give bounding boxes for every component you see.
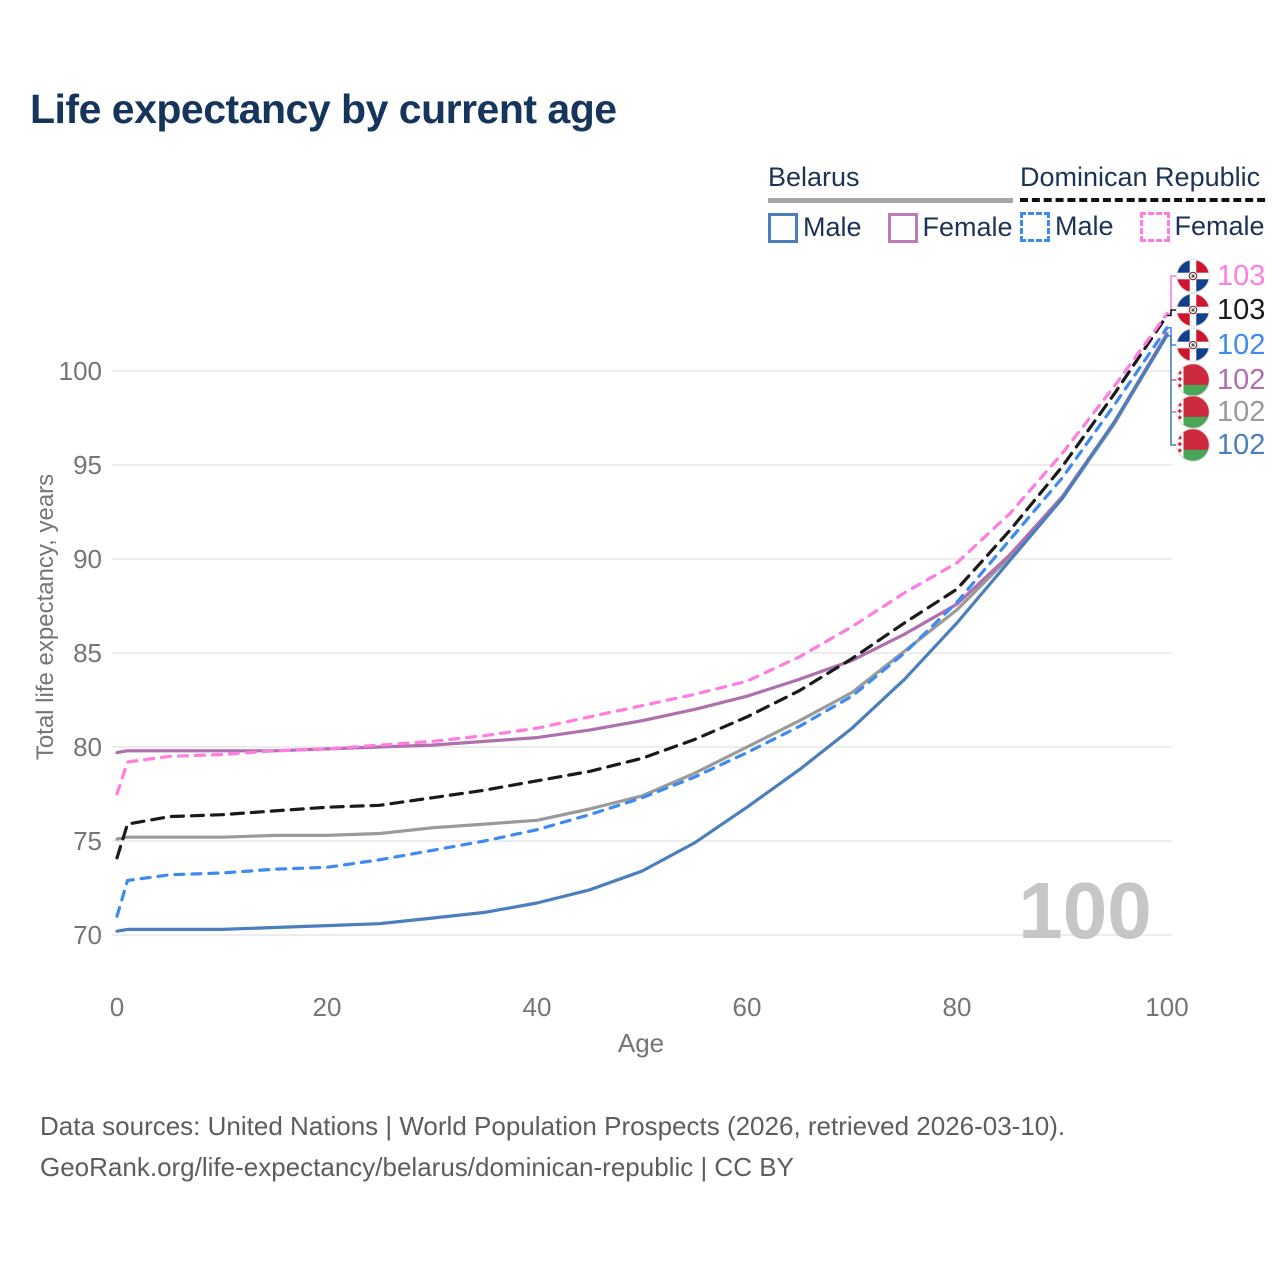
series-line-dominican-republic-total[interactable] (115, 313, 1169, 860)
end-label-row-belarus-male: 102 (1176, 428, 1265, 462)
legend-swatch-belarus-female (887, 212, 918, 243)
legend-group-dominican-republic: Dominican Republic Male Female (1020, 162, 1265, 242)
legend-label-dominican-republic-female: Female (1174, 211, 1265, 241)
legend-item-belarus-male[interactable]: Male (768, 212, 862, 243)
legend-label-dominican-republic-male: Male (1055, 211, 1114, 241)
y-tick-label: 85 (73, 638, 102, 668)
y-tick-label: 95 (73, 450, 102, 480)
end-label-row-dominican-republic-male: 102 (1176, 328, 1265, 362)
legend-header-dominican-republic: Dominican Republic (1020, 162, 1261, 192)
dominican-republic-flag-icon (1176, 328, 1210, 362)
x-tick-label: 80 (942, 992, 972, 1022)
end-label-value: 102 (1217, 396, 1266, 428)
footer-data-sources: Data sources: United Nations | World Pop… (40, 1111, 1066, 1141)
x-tick-label: 0 (109, 992, 125, 1022)
series-line-belarus-male[interactable] (115, 333, 1169, 933)
belarus-flag-icon (1176, 428, 1210, 462)
legend-swatch-dominican-republic-male (1020, 211, 1050, 242)
end-label-value: 102 (1217, 329, 1266, 361)
series-line-dominican-republic-female[interactable] (115, 312, 1169, 796)
footer-attribution: GeoRank.org/life-expectancy/belarus/domi… (40, 1152, 794, 1182)
y-tick-label: 100 (58, 356, 102, 386)
x-tick-label: 20 (312, 992, 342, 1022)
x-tick-label: 40 (522, 992, 552, 1022)
y-tick-label: 70 (73, 920, 102, 950)
dominican-republic-flag-icon (1176, 259, 1210, 293)
end-label-value: 102 (1217, 429, 1266, 461)
y-axis-title: Total life expectancy, years (32, 473, 59, 761)
end-label-row-belarus-total: 102 (1176, 395, 1265, 429)
y-tick-label: 90 (73, 544, 102, 574)
x-axis-title: Age (617, 1028, 665, 1058)
legend-item-dominican-republic-male[interactable]: Male (1020, 211, 1114, 242)
label-connector (1167, 309, 1176, 317)
x-tick-label: 60 (732, 992, 762, 1022)
end-label-value: 103 (1217, 294, 1266, 326)
dominican-republic-flag-icon (1176, 293, 1210, 327)
label-connector (1166, 334, 1176, 446)
legend-group-belarus: Belarus Male Female (768, 162, 1013, 243)
legend-swatch-dominican-republic-female (1139, 211, 1170, 242)
legend-item-dominican-republic-female[interactable]: Female (1139, 211, 1265, 242)
legend-label-belarus-male: Male (803, 212, 862, 242)
y-tick-label: 80 (73, 732, 102, 762)
end-label-row-dominican-republic-female: 103 (1176, 259, 1265, 293)
legend-underline-dashed (1020, 198, 1265, 202)
legend-label-belarus-female: Female (922, 212, 1013, 242)
legend-header-belarus: Belarus (768, 162, 860, 192)
legend-underline-solid (768, 198, 1013, 203)
end-label-value: 103 (1217, 260, 1266, 292)
legend-swatch-belarus-male (768, 212, 798, 243)
label-connector (1167, 275, 1176, 315)
legend-item-belarus-female[interactable]: Female (887, 212, 1013, 243)
x-tick-label: 100 (1145, 992, 1189, 1022)
end-label-value: 102 (1217, 364, 1266, 396)
series-line-dominican-republic-male[interactable] (115, 326, 1169, 918)
series-line-belarus-total[interactable] (115, 333, 1169, 841)
page-title: Life expectancy by current age (30, 86, 617, 132)
end-label-row-belarus-female: 102 (1176, 363, 1265, 397)
belarus-flag-icon (1176, 395, 1210, 429)
end-label-row-dominican-republic-total: 103 (1176, 293, 1265, 327)
chart-footer: Data sources: United Nations | World Pop… (40, 1106, 1065, 1188)
belarus-flag-icon (1176, 363, 1210, 397)
y-tick-label: 75 (73, 826, 102, 856)
age-watermark: 100 (1018, 866, 1152, 955)
series-line-belarus-female[interactable] (115, 331, 1169, 755)
